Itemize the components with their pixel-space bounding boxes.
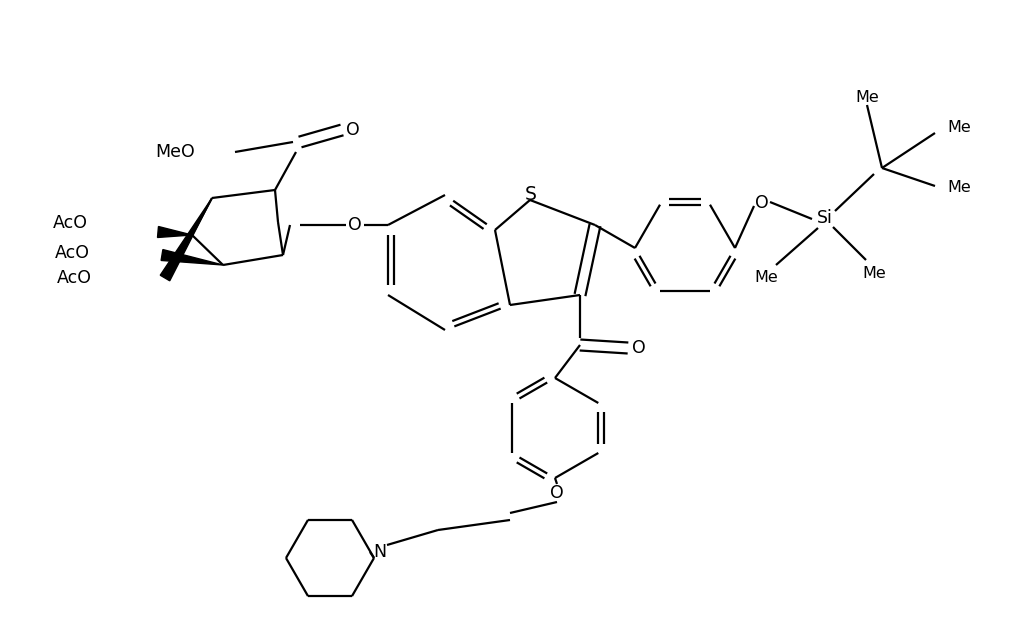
Text: O: O (755, 194, 769, 212)
Text: Me: Me (855, 89, 879, 105)
Text: AcO: AcO (55, 244, 90, 262)
Text: O: O (346, 121, 360, 139)
Text: AcO: AcO (57, 269, 92, 287)
Text: O: O (348, 216, 362, 234)
Text: Me: Me (862, 266, 886, 281)
Text: AcO: AcO (53, 214, 88, 232)
Text: O: O (632, 339, 646, 357)
Text: Me: Me (947, 180, 971, 196)
Text: Me: Me (754, 270, 778, 286)
Text: S: S (525, 184, 537, 204)
Text: MeO: MeO (155, 143, 195, 161)
Text: Me: Me (947, 121, 971, 135)
Text: N: N (373, 543, 386, 561)
Polygon shape (161, 250, 223, 265)
Polygon shape (157, 227, 192, 238)
Polygon shape (160, 198, 212, 281)
Text: O: O (550, 484, 564, 502)
Text: Si: Si (817, 209, 833, 227)
